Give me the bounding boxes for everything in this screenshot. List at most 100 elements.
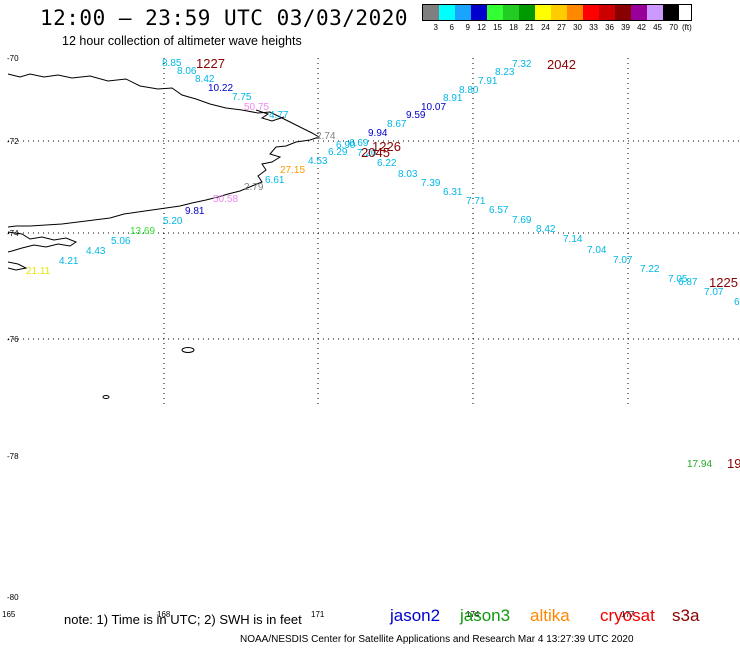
swh-value: 7.69 (512, 215, 532, 226)
island-small (7, 261, 28, 271)
swh-value: 8.42 (195, 74, 215, 85)
swh-value: 4.21 (59, 256, 79, 267)
lat-label--74: -74 (7, 229, 19, 238)
lat-label--70: -70 (7, 54, 19, 63)
swh-value: 50.75 (244, 102, 269, 113)
color-label-21: 21 (525, 23, 534, 32)
island-tiny (102, 395, 110, 399)
color-swatch-30 (567, 5, 583, 20)
map-title: 12:00 – 23:59 UTC 03/03/2020 (40, 6, 409, 30)
swh-value: 10.07 (421, 102, 446, 113)
color-swatch-6 (439, 5, 455, 20)
color-label-33: 33 (589, 23, 598, 32)
pass-time-label: 1227 (196, 56, 225, 71)
lon-label-171: 171 (311, 610, 325, 619)
swh-value: 4.77 (269, 110, 289, 121)
swh-value: 8.23 (495, 67, 515, 78)
swh-value: 8.42 (536, 224, 556, 235)
credit-line: NOAA/NESDIS Center for Satellite Applica… (240, 634, 634, 645)
swh-value: 9.94 (368, 128, 388, 139)
swh-value: 7.39 (421, 178, 441, 189)
color-label-45: 45 (653, 23, 662, 32)
swh-value: 2.79 (244, 182, 264, 193)
color-scale-legend: 3 6 9 12 15 18 21 24 27 30 33 36 39 42 45 70 (ft) (422, 4, 692, 32)
swh-value: 27.15 (280, 165, 305, 176)
coastline-south (7, 231, 78, 253)
swh-value: 9.59 (406, 110, 426, 121)
color-swatch-33 (583, 5, 599, 20)
satellite-altika: altika (530, 606, 570, 625)
swh-value: 4.43 (86, 246, 106, 257)
pass-time-label: 19 (727, 456, 740, 471)
swh-value: 8.06 (177, 66, 197, 77)
swh-value: 5.20 (163, 216, 183, 227)
color-scale-labels: 3 6 9 12 15 18 21 24 27 30 33 36 39 42 45 70 (ft) (422, 23, 692, 32)
color-label-12: 12 (477, 23, 486, 32)
color-label-9: 9 (465, 23, 470, 32)
swh-value: 7.07 (613, 255, 633, 266)
color-swatch-70 (663, 5, 679, 20)
lat-label--76: -76 (7, 335, 19, 344)
color-swatch-3 (423, 5, 439, 20)
footer-note: note: 1) Time is in UTC; 2) SWH is in fe… (64, 612, 302, 627)
lat-label--78: -78 (7, 452, 19, 461)
color-label-24: 24 (541, 23, 550, 32)
color-swatch-36 (599, 5, 615, 20)
color-swatch-45 (647, 5, 663, 20)
color-scale-unit: (ft) (682, 23, 692, 32)
swh-value: 7.20 (357, 148, 377, 159)
cape-adare-spit (255, 109, 285, 122)
lon-label-165: 165 (2, 610, 16, 619)
satellite-cryosat: cryosat (600, 606, 655, 625)
swh-value: 13.69 (130, 226, 155, 237)
color-label-70: 70 (669, 23, 678, 32)
satellite-s3a: s3a (672, 606, 700, 625)
color-swatch-9 (455, 5, 471, 20)
swh-value: 8.80 (459, 85, 479, 96)
color-swatch-39 (615, 5, 631, 20)
color-swatch-27 (551, 5, 567, 20)
swh-value: 21.11 (26, 266, 51, 277)
swh-value: 7.32 (512, 59, 532, 70)
swh-value: 7.71 (466, 196, 486, 207)
pass-time-label: 2042 (547, 57, 576, 72)
swh-value: 6.61 (265, 175, 285, 186)
swh-value: 7.91 (478, 76, 498, 87)
color-label-15: 15 (493, 23, 502, 32)
lon-label-168: 168 (157, 610, 171, 619)
swh-value: 50.58 (213, 194, 238, 205)
swh-value: 5.06 (111, 236, 131, 247)
swh-value: 17.94 (687, 459, 712, 470)
swh-value: 7.07 (704, 287, 724, 298)
pass-time-label: 1225 (709, 275, 738, 290)
swh-value: 7.22 (640, 264, 660, 275)
satellite-jason2: jason2 (390, 606, 441, 625)
color-label-18: 18 (509, 23, 518, 32)
color-label-36: 36 (605, 23, 614, 32)
map-subtitle: 12 hour collection of altimeter wave hei… (62, 34, 302, 48)
color-label-30: 30 (573, 23, 582, 32)
swh-value: 10.22 (208, 83, 233, 94)
color-swatch-18 (503, 5, 519, 20)
swh-value: 7.75 (232, 92, 252, 103)
color-swatch-24 (535, 5, 551, 20)
color-label-6: 6 (449, 23, 454, 32)
swh-value: 4.53 (308, 156, 328, 167)
island-sturge (181, 347, 195, 353)
swh-value: 6.69 (349, 138, 369, 149)
color-swatch-12 (471, 5, 487, 20)
color-label-3: 3 (433, 23, 438, 32)
swh-value: 6.29 (328, 147, 348, 158)
color-label-42: 42 (637, 23, 646, 32)
swh-value: 6.90 (336, 140, 356, 151)
color-label-39: 39 (621, 23, 630, 32)
swh-value: 2.74 (316, 131, 336, 142)
lon-label-177: 177 (621, 610, 635, 619)
coastline-main (7, 73, 321, 228)
swh-value: 8.85 (162, 58, 182, 69)
color-scale-swatches (422, 4, 692, 21)
pass-time-label: 1226 (372, 139, 401, 154)
